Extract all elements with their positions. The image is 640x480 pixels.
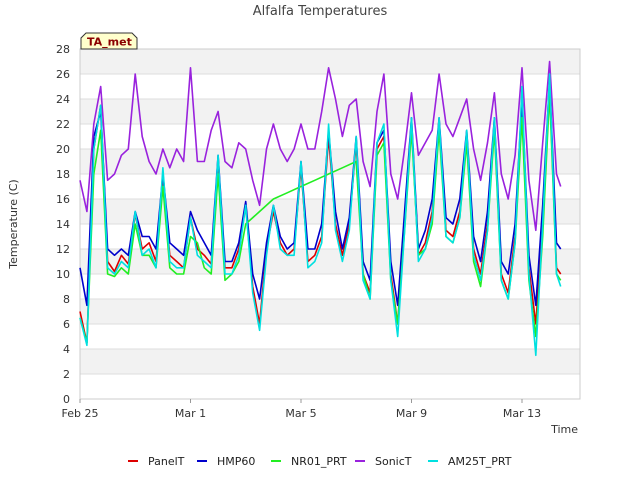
x-tick-label: Feb 25 bbox=[62, 407, 99, 420]
x-tick-label: Mar 5 bbox=[285, 407, 316, 420]
legend-label: PanelT bbox=[148, 455, 185, 468]
y-tick-label: 24 bbox=[56, 93, 70, 106]
x-tick-label: Mar 13 bbox=[503, 407, 541, 420]
y-tick-label: 22 bbox=[56, 118, 70, 131]
series-line-am25t-prt bbox=[79, 73, 562, 357]
grid-band bbox=[80, 99, 580, 124]
badge: TA_met bbox=[80, 32, 138, 50]
y-tick-label: 6 bbox=[63, 318, 70, 331]
y-tick-label: 4 bbox=[63, 343, 70, 356]
y-tick-label: 28 bbox=[56, 43, 70, 56]
y-tick-label: 0 bbox=[63, 393, 70, 406]
plot-frame bbox=[79, 48, 581, 400]
x-tick-label: Mar 9 bbox=[396, 407, 427, 420]
legend-label: SonicT bbox=[375, 455, 412, 468]
y-axis-label: Temperature (C) bbox=[7, 179, 20, 269]
grid-band bbox=[80, 349, 580, 374]
y-tick-label: 2 bbox=[63, 368, 70, 381]
grid-band bbox=[80, 49, 580, 74]
y-tick-label: 14 bbox=[56, 218, 70, 231]
y-tick-label: 16 bbox=[56, 193, 70, 206]
legend-label: AM25T_PRT bbox=[448, 455, 512, 468]
x-axis-label: Time bbox=[550, 423, 578, 436]
y-tick-label: 8 bbox=[63, 293, 70, 306]
grid-band bbox=[80, 299, 580, 324]
grid-band bbox=[80, 249, 580, 274]
legend-label: NR01_PRT bbox=[291, 455, 347, 468]
y-tick-label: 20 bbox=[56, 143, 70, 156]
series-layer bbox=[79, 60, 562, 357]
y-tick-label: 18 bbox=[56, 168, 70, 181]
plot-background bbox=[80, 49, 580, 374]
y-tick-label: 10 bbox=[56, 268, 70, 281]
y-tick-label: 26 bbox=[56, 68, 70, 81]
grid-band bbox=[80, 199, 580, 224]
chart-title: Alfalfa Temperatures bbox=[253, 4, 388, 19]
series-line-sonict bbox=[79, 60, 562, 232]
legend: PanelT HMP60 NR01_PRT SonicT AM25T_PRT bbox=[128, 455, 512, 468]
legend-label: HMP60 bbox=[217, 455, 255, 468]
x-axis-ticks: Feb 25 Mar 1 Mar 5 Mar 9 Mar 13 bbox=[62, 399, 541, 420]
y-tick-label: 12 bbox=[56, 243, 70, 256]
badge-frame bbox=[80, 32, 138, 50]
badge-label: TA_met bbox=[87, 36, 132, 49]
x-tick-label: Mar 1 bbox=[175, 407, 206, 420]
